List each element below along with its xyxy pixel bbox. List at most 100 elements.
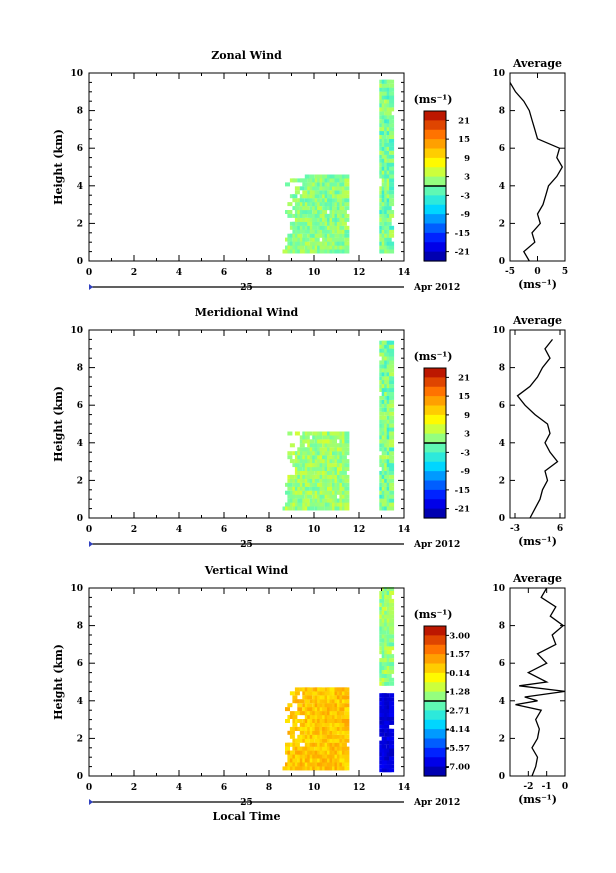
heat-cell: [332, 439, 337, 444]
heat-cell: [344, 719, 350, 723]
heat-cell: [389, 463, 395, 468]
heat-cell: [389, 344, 395, 349]
date-marker: [89, 799, 93, 805]
average-y-tick-label: 10: [492, 69, 505, 79]
heat-cell: [389, 372, 395, 377]
colorbar-band: [424, 167, 446, 178]
colorbar-band: [424, 424, 446, 435]
heat-cell: [302, 190, 308, 195]
colorbar-band: [424, 396, 446, 407]
colorbar-band: [424, 368, 446, 378]
heat-cell: [289, 730, 295, 735]
heat-cell: [309, 738, 315, 743]
heat-cell: [384, 490, 390, 495]
heat-cell: [339, 182, 345, 187]
heat-cell: [344, 699, 350, 704]
heat-cell: [319, 687, 325, 692]
heat-cell: [334, 431, 340, 436]
colorbar-tick-label: -3: [461, 448, 471, 458]
colorbar-band: [424, 682, 446, 693]
heat-cell: [389, 135, 395, 139]
average-y-tick-label: 4: [499, 182, 505, 192]
heat-cell: [389, 107, 395, 112]
heat-cell: [299, 198, 305, 203]
heat-cell: [324, 245, 330, 250]
heat-cell: [344, 186, 350, 191]
heat-cell: [287, 482, 293, 487]
heat-cell: [344, 233, 350, 238]
heat-cell: [389, 115, 395, 120]
colorbar-band: [424, 405, 446, 416]
heat-cell: [287, 506, 293, 511]
colorbar-tick-label: 1.57: [449, 650, 470, 660]
heat-cell: [285, 707, 290, 712]
heat-cell: [389, 174, 395, 179]
heat-cell: [332, 237, 337, 242]
x-tick-label: 10: [308, 783, 321, 793]
heat-cell: [339, 711, 345, 716]
heat-cell: [314, 726, 320, 731]
heat-cell: [322, 210, 328, 214]
heat-cell: [344, 482, 350, 487]
heat-cell: [389, 498, 395, 503]
heat-cell: [344, 498, 350, 503]
colorbar-band: [424, 644, 446, 655]
heat-cell: [344, 746, 350, 751]
heat-cell: [389, 606, 395, 611]
colorbar-band: [424, 691, 446, 702]
x-tick-label: 8: [266, 525, 272, 535]
heat-cell: [389, 666, 395, 670]
y-tick-label: 4: [77, 439, 83, 449]
x-tick-label: 14: [398, 268, 411, 278]
heat-cell: [319, 502, 325, 507]
colorbar-band: [424, 635, 446, 646]
heat-cell: [389, 348, 395, 353]
colorbar-band: [424, 129, 446, 140]
data-region: [379, 79, 395, 254]
heat-cell: [322, 431, 328, 436]
colorbar-band: [424, 757, 446, 768]
heat-cell: [389, 233, 395, 238]
heat-cell: [344, 734, 350, 739]
colorbar-band: [424, 452, 446, 463]
heat-cell: [384, 83, 390, 88]
heat-cell: [389, 368, 395, 373]
x-axis-label: Local Time: [213, 810, 281, 823]
heat-cell: [389, 669, 395, 674]
average-x-tick-label: 5: [562, 267, 568, 277]
y-tick-label: 0: [77, 514, 83, 524]
colorbar-tick-label: -15: [455, 229, 470, 239]
colorbar-band: [424, 386, 446, 397]
heat-cell: [381, 744, 387, 749]
heat-cell: [386, 650, 392, 655]
heat-cell: [389, 146, 395, 151]
heat-cell: [389, 506, 395, 511]
colorbar-band: [424, 719, 446, 730]
heat-cell: [389, 705, 395, 710]
heat-cell: [344, 711, 350, 716]
heat-cell: [389, 138, 395, 143]
y-tick-label: 8: [77, 107, 83, 117]
date-label: 25: [240, 283, 253, 293]
heat-cell: [389, 614, 395, 619]
heat-cell: [389, 713, 395, 717]
heat-cell: [386, 237, 392, 242]
colorbar-tick-label: -3: [461, 191, 471, 201]
colorbar-band: [424, 461, 446, 472]
average-y-tick-label: 6: [499, 401, 505, 411]
average-y-tick-label: 2: [499, 734, 505, 744]
heat-cell: [314, 237, 320, 242]
heat-cell: [299, 494, 305, 499]
heat-cell: [389, 439, 395, 444]
heat-cell: [389, 119, 395, 124]
heat-cell: [314, 194, 320, 199]
heat-cell: [292, 758, 298, 763]
heat-cell: [384, 724, 390, 729]
heat-cell: [389, 486, 395, 491]
heat-cell: [322, 435, 328, 440]
heat-cell: [389, 229, 395, 234]
heat-cell: [384, 681, 390, 686]
heat-cell: [344, 249, 350, 254]
heat-cell: [389, 245, 395, 250]
heat-cell: [389, 249, 395, 254]
